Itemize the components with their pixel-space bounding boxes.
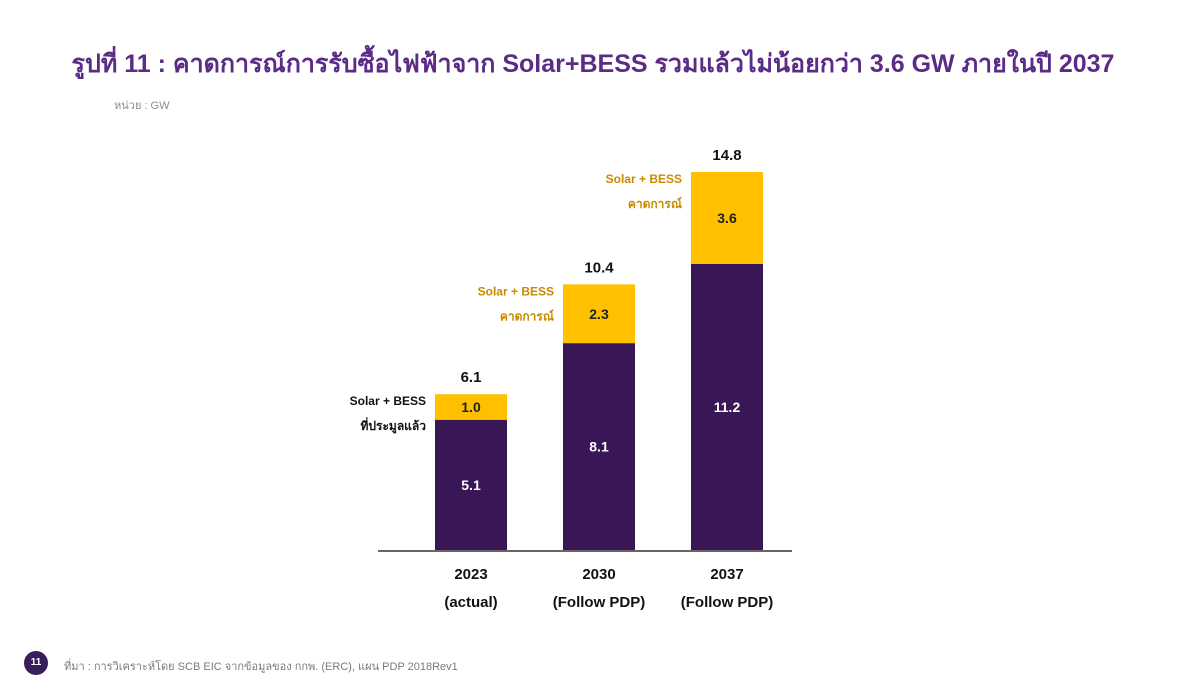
total-label-2030: 10.4: [584, 259, 614, 276]
bar-label-2023-s1: 1.0: [461, 399, 481, 415]
bar-segment-2030-s0: [563, 343, 635, 550]
bar-label-2030-s0: 8.1: [589, 439, 609, 455]
annotation-2030-line1: Solar + BESS: [478, 284, 554, 298]
bar-segment-2030-s1: [563, 284, 635, 344]
unit-label: หน่วย : GW: [114, 100, 170, 112]
x-tick-sublabel-2030: (Follow PDP): [553, 594, 646, 611]
bar-label-2023-s0: 5.1: [461, 477, 481, 493]
x-tick-label-2037: 2037: [710, 566, 743, 583]
x-tick-sublabel-2037: (Follow PDP): [681, 594, 774, 611]
bar-label-2037-s1: 3.6: [717, 210, 737, 226]
annotation-2037-line1: Solar + BESS: [606, 172, 682, 186]
bar-segment-2023-s0: [435, 419, 507, 550]
bar-segment-2037-s1: [691, 172, 763, 264]
page-number-badge: 11: [24, 651, 48, 675]
x-tick-label-2030: 2030: [582, 566, 615, 583]
total-label-2023: 6.1: [461, 369, 482, 386]
bar-segment-2023-s1: [435, 394, 507, 420]
bar-label-2037-s0: 11.2: [714, 399, 741, 415]
page-title: รูปที่ 11 : คาดการณ์การรับซื้อไฟฟ้าจาก S…: [71, 50, 1115, 78]
bar-segment-2037-s0: [691, 263, 763, 550]
x-tick-sublabel-2023: (actual): [444, 594, 497, 611]
bar-label-2030-s1: 2.3: [589, 306, 609, 322]
x-tick-label-2023: 2023: [454, 566, 487, 583]
total-label-2037: 14.8: [712, 147, 741, 164]
source-note: ที่มา : การวิเคราะห์โดย SCB EIC จากข้อมู…: [64, 661, 458, 673]
annotation-2030-line2: คาดการณ์: [500, 309, 554, 323]
annotation-2037-line2: คาดการณ์: [628, 197, 682, 211]
annotation-2023-line2: ที่ประมูลแล้ว: [360, 417, 426, 434]
annotation-2023-line1: Solar + BESS: [350, 394, 426, 408]
